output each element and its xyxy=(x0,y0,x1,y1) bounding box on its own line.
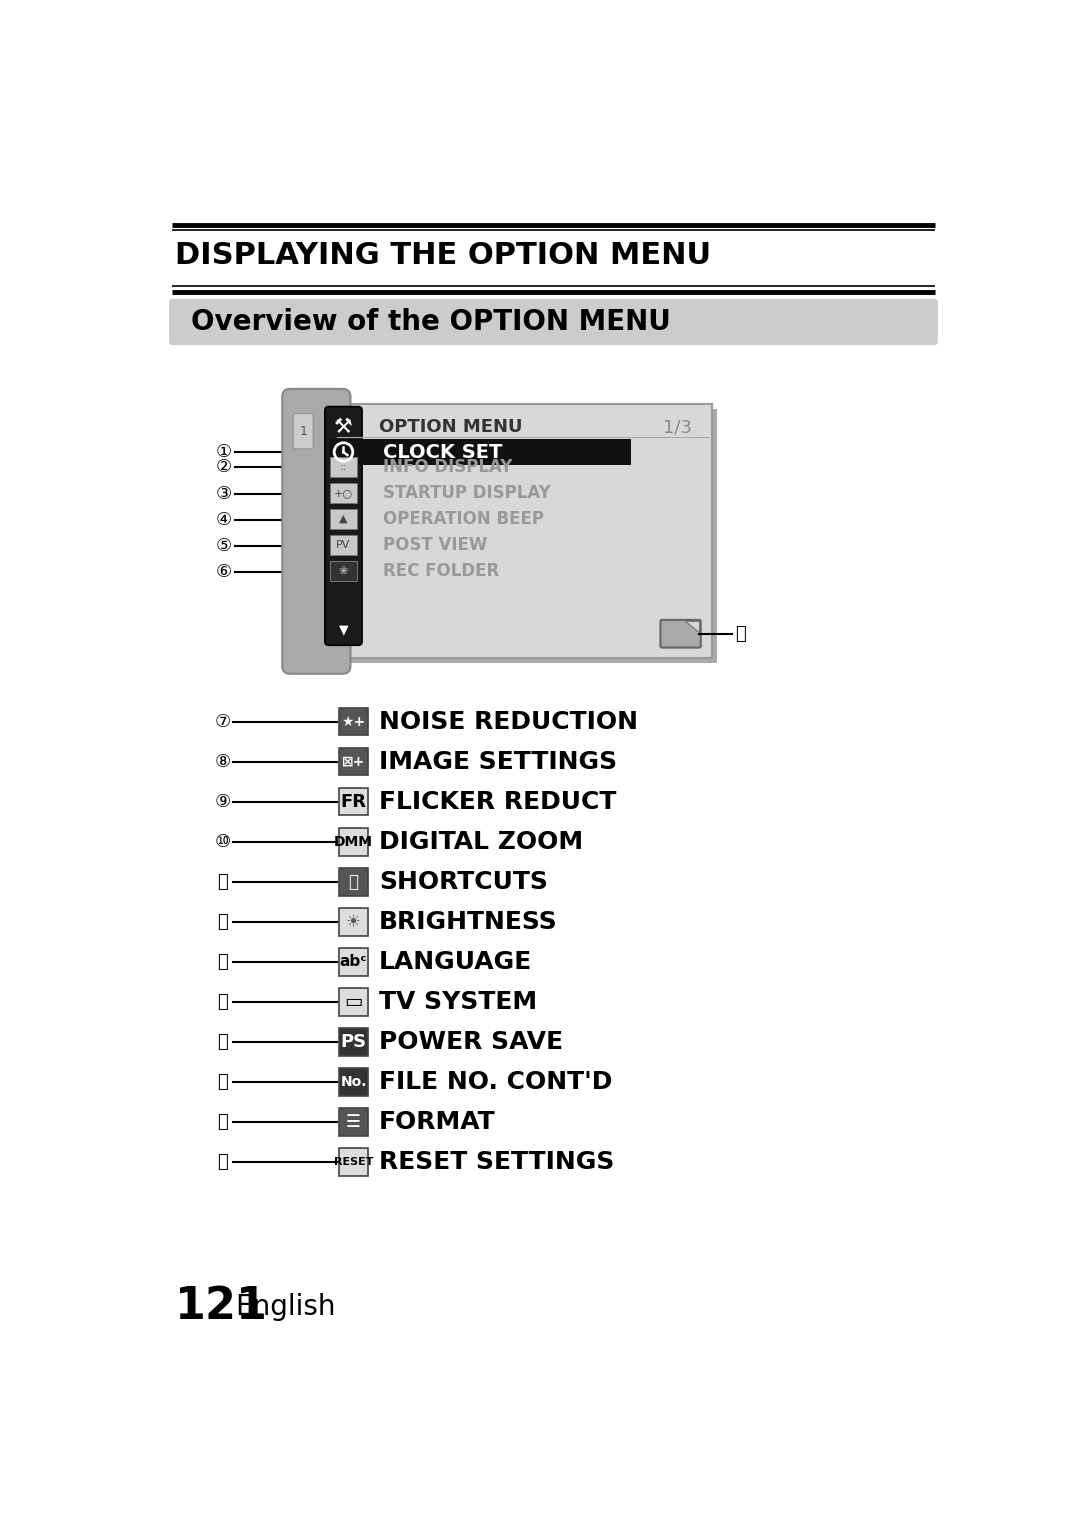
Text: POST VIEW: POST VIEW xyxy=(383,537,487,554)
Text: IMAGE SETTINGS: IMAGE SETTINGS xyxy=(379,750,618,774)
Text: ⑬: ⑬ xyxy=(217,952,228,970)
Text: ★+: ★+ xyxy=(341,715,366,729)
Text: abᶜ: abᶜ xyxy=(340,954,367,969)
Text: English: English xyxy=(235,1293,336,1320)
Text: REC FOLDER: REC FOLDER xyxy=(383,563,499,581)
Bar xyxy=(339,1148,368,1176)
Bar xyxy=(330,561,356,581)
Text: RESET SETTINGS: RESET SETTINGS xyxy=(379,1150,615,1174)
Text: DIGITAL ZOOM: DIGITAL ZOOM xyxy=(379,829,583,853)
Bar xyxy=(339,827,368,855)
Text: ⑤: ⑤ xyxy=(216,537,232,555)
Bar xyxy=(328,440,631,465)
Text: BRIGHTNESS: BRIGHTNESS xyxy=(379,910,558,934)
Text: FORMAT: FORMAT xyxy=(379,1110,496,1135)
FancyBboxPatch shape xyxy=(293,414,313,449)
Text: ::: :: xyxy=(340,462,347,472)
Text: ④: ④ xyxy=(216,511,232,529)
Text: INFO DISPLAY: INFO DISPLAY xyxy=(383,458,512,476)
Text: ③: ③ xyxy=(216,485,232,502)
Bar xyxy=(339,1028,368,1056)
Text: ⑰: ⑰ xyxy=(217,1113,228,1132)
Text: ⑨: ⑨ xyxy=(215,792,231,811)
Bar xyxy=(339,1068,368,1095)
Text: ▭: ▭ xyxy=(345,992,363,1011)
Bar xyxy=(339,707,368,735)
Text: NOISE REDUCTION: NOISE REDUCTION xyxy=(379,709,638,733)
Bar xyxy=(339,989,368,1016)
Text: LANGUAGE: LANGUAGE xyxy=(379,949,532,973)
Text: ⑫: ⑫ xyxy=(217,913,228,931)
Bar xyxy=(339,1109,368,1136)
Text: DISPLAYING THE OPTION MENU: DISPLAYING THE OPTION MENU xyxy=(175,242,712,271)
Text: ⑥: ⑥ xyxy=(216,563,232,581)
Text: SHORTCUTS: SHORTCUTS xyxy=(379,870,548,894)
Text: ⊠+: ⊠+ xyxy=(342,754,365,768)
Text: ⑲: ⑲ xyxy=(735,625,746,643)
Bar xyxy=(339,788,368,815)
Text: POWER SAVE: POWER SAVE xyxy=(379,1030,564,1054)
Text: RESET: RESET xyxy=(334,1157,374,1167)
Text: ⚒: ⚒ xyxy=(334,417,353,438)
Text: ①: ① xyxy=(216,443,232,461)
Text: +○: +○ xyxy=(334,488,353,497)
FancyBboxPatch shape xyxy=(661,621,701,648)
Text: PV: PV xyxy=(336,540,351,551)
Bar xyxy=(330,482,356,503)
FancyBboxPatch shape xyxy=(170,298,937,345)
Text: 1: 1 xyxy=(299,424,307,438)
Text: PS: PS xyxy=(340,1033,366,1051)
FancyBboxPatch shape xyxy=(337,409,717,663)
Text: ☀: ☀ xyxy=(346,913,361,931)
Text: TV SYSTEM: TV SYSTEM xyxy=(379,990,537,1015)
Text: FR: FR xyxy=(340,792,366,811)
Text: ❀: ❀ xyxy=(339,566,348,576)
Text: ⑮: ⑮ xyxy=(217,1033,228,1051)
Text: ⑦: ⑦ xyxy=(215,712,231,730)
Text: ⑩: ⑩ xyxy=(215,832,231,850)
Bar xyxy=(339,868,368,896)
Text: ⑪: ⑪ xyxy=(217,873,228,891)
Bar xyxy=(339,748,368,776)
Text: ②: ② xyxy=(216,458,232,476)
Text: ⑱: ⑱ xyxy=(217,1153,228,1171)
Text: No.: No. xyxy=(340,1075,367,1089)
FancyBboxPatch shape xyxy=(282,389,350,674)
Text: ☰: ☰ xyxy=(346,1113,361,1132)
Polygon shape xyxy=(685,622,699,633)
Text: 1/3: 1/3 xyxy=(663,418,692,437)
FancyBboxPatch shape xyxy=(325,406,362,645)
Text: DΜΜ: DΜΜ xyxy=(334,835,373,849)
Text: ▼: ▼ xyxy=(339,624,348,636)
Bar xyxy=(330,510,356,529)
Bar xyxy=(330,535,356,555)
Text: FLICKER REDUCT: FLICKER REDUCT xyxy=(379,789,617,814)
Text: ⑯: ⑯ xyxy=(217,1072,228,1091)
Bar xyxy=(330,456,356,476)
Text: STARTUP DISPLAY: STARTUP DISPLAY xyxy=(383,484,551,502)
Text: ⑧: ⑧ xyxy=(215,753,231,771)
Text: FILE NO. CONT'D: FILE NO. CONT'D xyxy=(379,1069,612,1094)
Bar xyxy=(339,908,368,935)
Text: OPTION MENU: OPTION MENU xyxy=(379,418,523,437)
Text: ⌖: ⌖ xyxy=(349,873,359,891)
FancyBboxPatch shape xyxy=(333,405,713,659)
Bar xyxy=(339,948,368,975)
Text: ▲: ▲ xyxy=(339,514,348,525)
Text: CLOCK SET: CLOCK SET xyxy=(383,443,502,461)
Text: Overview of the OPTION MENU: Overview of the OPTION MENU xyxy=(191,307,671,336)
Text: OPERATION BEEP: OPERATION BEEP xyxy=(383,510,544,528)
Text: ⑭: ⑭ xyxy=(217,993,228,1011)
Text: 121: 121 xyxy=(175,1285,268,1328)
